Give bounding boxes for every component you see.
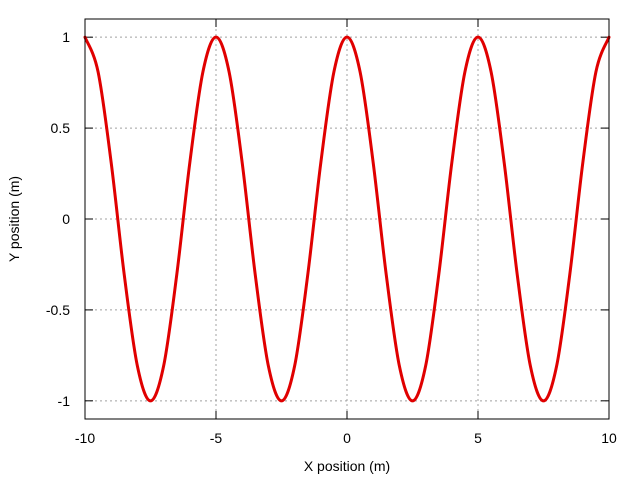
- series-layer: [83, 35, 611, 403]
- x-tick-label: -10: [75, 430, 95, 446]
- series-line-0: [83, 35, 611, 403]
- x-tick-label: 0: [343, 430, 351, 446]
- x-tick-label: 10: [601, 430, 617, 446]
- y-tick-label: -1: [58, 393, 71, 409]
- x-axis-title: X position (m): [304, 458, 390, 474]
- plot-frame: [84, 18, 610, 420]
- y-tick-label: 0.5: [51, 120, 71, 136]
- tick-label-layer: -10 -5 0 5 10 -1 -0.5 0 0.5 1: [46, 29, 617, 446]
- y-axis-title: Y position (m): [6, 176, 22, 262]
- y-tick-label: -0.5: [46, 302, 70, 318]
- y-tick-label: 1: [62, 29, 70, 45]
- x-tick-label: 5: [474, 430, 482, 446]
- y-tick-label: 0: [62, 211, 70, 227]
- x-tick-label: -5: [210, 430, 223, 446]
